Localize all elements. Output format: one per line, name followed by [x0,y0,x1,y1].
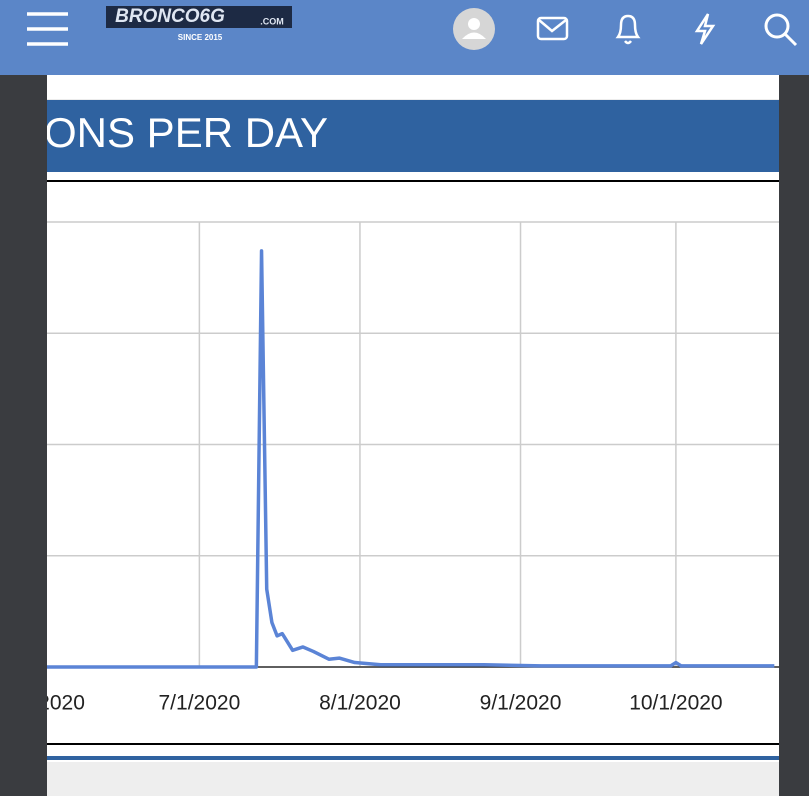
tagline: SINCE 2015 [178,33,223,42]
x-tick-label: 6/1/2020 [3,692,85,715]
menu-button[interactable] [27,12,68,46]
x-tick-label: 10/1/2020 [629,692,722,715]
x-tick-label: 7/1/2020 [159,692,241,715]
x-tick-label: 9/1/2020 [480,692,562,715]
search-button[interactable] [764,13,798,47]
title-bar [47,100,779,172]
logo-suffix: .COM [260,16,284,26]
footer-area [47,762,779,796]
account-button[interactable] [453,8,495,50]
logo[interactable]: BRONCO6G .COM SINCE 2015 [106,6,292,42]
alerts-button[interactable] [615,14,641,45]
content-panel [47,75,779,796]
footer-bar [47,756,779,760]
logo-text: BRONCO6G [115,6,225,27]
chart: 6/1/2020 7/1/2020 8/1/2020 9/1/2020 10/1/202… [3,221,779,715]
x-tick-label: 8/1/2020 [319,692,401,715]
series-line [47,249,775,669]
chart-title: ONS PER DAY [44,109,328,156]
whats-new-button[interactable] [694,13,716,45]
inbox-button[interactable] [536,16,569,41]
